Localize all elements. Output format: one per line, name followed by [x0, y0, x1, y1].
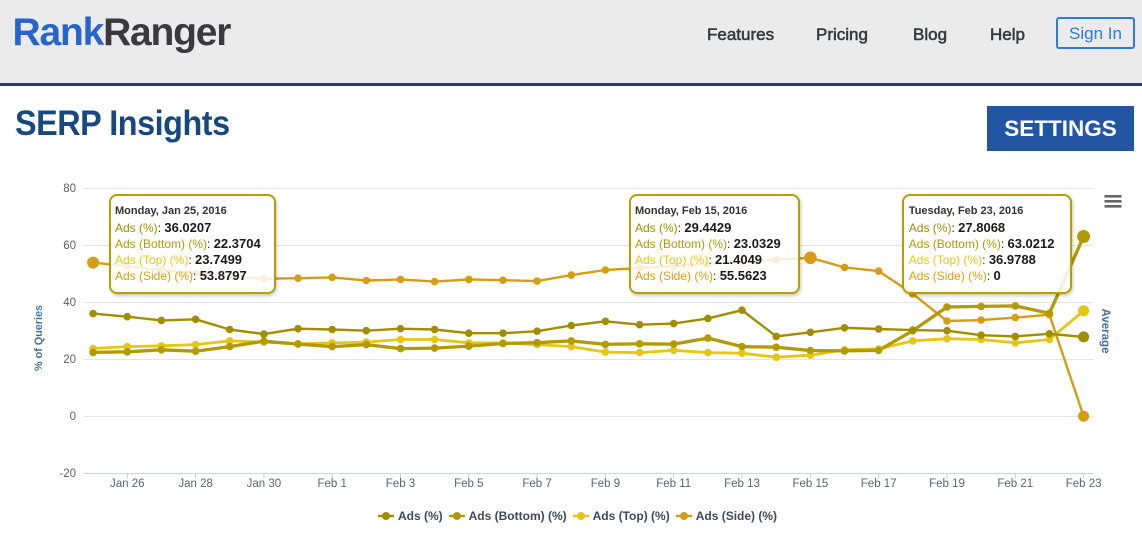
- svg-text:20: 20: [63, 354, 76, 366]
- svg-text:Feb 11: Feb 11: [656, 478, 691, 490]
- svg-text:Feb 5: Feb 5: [454, 478, 483, 490]
- svg-text:0: 0: [70, 411, 76, 423]
- svg-text:40: 40: [63, 297, 76, 309]
- svg-text:-20: -20: [59, 468, 76, 480]
- svg-text:60: 60: [63, 240, 76, 252]
- svg-text:Feb 13: Feb 13: [724, 478, 760, 490]
- svg-text:Feb 19: Feb 19: [929, 478, 965, 490]
- svg-text:Feb 3: Feb 3: [386, 478, 415, 490]
- svg-text:Feb 17: Feb 17: [861, 478, 897, 490]
- svg-text:Feb 9: Feb 9: [591, 478, 620, 490]
- svg-text:Feb 23: Feb 23: [1066, 478, 1102, 490]
- svg-text:Feb 21: Feb 21: [997, 478, 1033, 490]
- svg-text:Feb 1: Feb 1: [317, 478, 346, 490]
- svg-text:Jan 30: Jan 30: [247, 478, 282, 490]
- svg-text:Jan 26: Jan 26: [110, 478, 145, 490]
- svg-text:Feb 7: Feb 7: [522, 478, 551, 490]
- svg-text:80: 80: [63, 183, 76, 195]
- svg-text:Jan 28: Jan 28: [178, 478, 213, 490]
- svg-text:Feb 15: Feb 15: [792, 478, 828, 490]
